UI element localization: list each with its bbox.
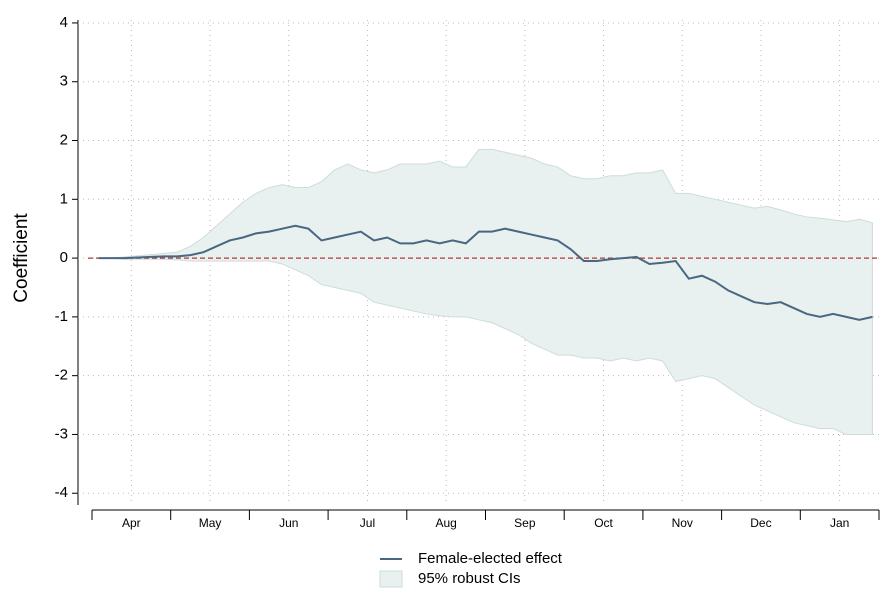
x-tick-label: Dec	[750, 516, 771, 530]
y-tick-label: -1	[55, 308, 68, 325]
x-tick-label: Aug	[435, 516, 456, 530]
series-line	[98, 224, 873, 321]
x-tick-label: Jun	[279, 516, 298, 530]
x-tick-label: Jul	[360, 516, 375, 530]
y-tick-label: 3	[60, 73, 68, 90]
legend-swatch	[379, 570, 403, 588]
x-tick-label: May	[199, 516, 222, 530]
y-tick-label: 0	[60, 249, 68, 266]
ci-band	[98, 148, 873, 435]
x-tick-label: Jan	[830, 516, 849, 530]
legend-label: 95% robust CIs	[418, 570, 521, 587]
legend-label: Female-elected effect	[418, 550, 563, 567]
x-tick-label: Apr	[122, 516, 141, 530]
y-tick-label: 4	[60, 14, 68, 31]
x-tick-label: Nov	[672, 516, 693, 530]
y-tick-label: -4	[55, 484, 68, 501]
y-tick-label: -2	[55, 367, 68, 384]
y-tick-label: 1	[60, 190, 68, 207]
y-axis-title: Coefficient	[11, 213, 32, 303]
x-tick-label: Oct	[594, 516, 613, 530]
x-tick-label: Sep	[514, 516, 536, 530]
y-tick-label: 2	[60, 131, 68, 148]
y-tick-label: -3	[55, 425, 68, 442]
